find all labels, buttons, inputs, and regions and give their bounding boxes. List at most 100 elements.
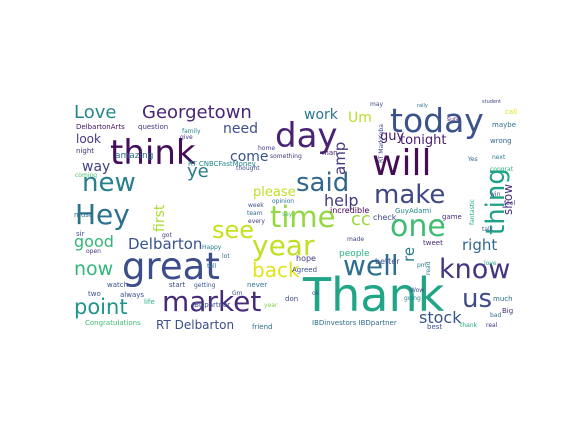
word-market: market xyxy=(162,285,261,318)
word-maybe: maybe xyxy=(492,121,516,129)
word-ye: ye xyxy=(187,161,209,182)
word-new: new xyxy=(82,168,136,198)
word-first: first xyxy=(152,204,168,232)
word-congrat: congrat xyxy=(490,166,514,173)
word-wrong: wrong xyxy=(490,137,512,145)
word-every: every xyxy=(248,218,265,225)
word-going: going xyxy=(404,295,421,302)
word-best: best xyxy=(427,323,442,331)
word-wow: Wow xyxy=(410,287,424,294)
word-stock: stock xyxy=(419,308,462,327)
word-tweet: tweet xyxy=(423,239,443,247)
word-thank: Thank xyxy=(302,268,445,322)
word-yes: Yes xyxy=(467,156,478,163)
word-never: never xyxy=(247,281,267,289)
word-friend: friend xyxy=(252,323,272,331)
word-big: Big xyxy=(502,307,513,315)
word-check: check xyxy=(373,213,397,222)
word-hope: hope xyxy=(296,254,316,263)
word-help: help xyxy=(324,191,359,210)
word-bad: bad xyxy=(490,312,501,319)
word-thing: thing xyxy=(481,168,511,235)
word-start: start xyxy=(169,281,186,289)
word-rt-cnbcfastmoney: RT CNBCFastMoney xyxy=(188,160,256,168)
word-rally: rally xyxy=(417,103,428,109)
word-point: point xyxy=(74,295,128,319)
word-must: must xyxy=(74,211,92,219)
word-life: life xyxy=(144,298,155,306)
word-always: always xyxy=(120,291,144,299)
word-said: said xyxy=(296,168,349,198)
word-game: game xyxy=(442,213,462,221)
word-please: please xyxy=(253,185,296,200)
word-may: may xyxy=(370,101,384,108)
word-right: right xyxy=(462,236,497,254)
word-coming: coming xyxy=(75,172,97,179)
word-fantastic: fantastic xyxy=(469,199,476,225)
word-open: open xyxy=(86,248,101,255)
word-today: today xyxy=(390,101,484,140)
word-one: one xyxy=(390,209,446,244)
word-back: back xyxy=(252,258,300,282)
word-great: great xyxy=(122,245,220,288)
word-us: us xyxy=(462,284,492,314)
word-re: re xyxy=(400,247,418,262)
word-see: see xyxy=(212,216,254,244)
word-sure: sure xyxy=(447,116,460,123)
word-come: come xyxy=(230,149,269,165)
word-question: question xyxy=(138,123,168,131)
word-congratulations: Congratulations xyxy=(85,319,141,327)
word-cc: cc xyxy=(351,209,371,230)
word-day: day xyxy=(275,116,338,156)
word-way: way xyxy=(82,159,110,175)
word-student: student xyxy=(482,99,501,105)
word-amazing: amazing xyxy=(115,151,153,161)
word-two: two xyxy=(88,290,101,298)
word-well: well xyxy=(343,249,399,282)
word-um: Um xyxy=(348,110,372,126)
word-agreed: Agreed xyxy=(292,266,317,274)
word-better: better xyxy=(375,257,400,266)
word-know: know xyxy=(439,254,510,285)
word-now: now xyxy=(74,258,113,280)
word-year-2: year xyxy=(264,302,278,309)
word-week: week xyxy=(248,202,264,209)
word-happy: Happy xyxy=(202,244,222,251)
word-will: will xyxy=(372,143,431,184)
word-pm: pm xyxy=(417,262,427,269)
word-got: got xyxy=(162,232,172,239)
word-something: something xyxy=(270,153,302,160)
word-ibdpartner: IBDpartner xyxy=(192,301,230,309)
word-incredible: incredible xyxy=(330,206,369,215)
word-don: don xyxy=(285,295,298,303)
word-sir: sir xyxy=(76,230,85,238)
word-getting: getting xyxy=(194,282,216,289)
word-people: people xyxy=(339,249,370,259)
word-gm: Gm xyxy=(232,290,243,297)
word-ok: ok xyxy=(312,290,320,297)
word-thought: thought xyxy=(236,165,260,172)
word-make: make xyxy=(374,180,445,210)
word-hey: Hey xyxy=(75,198,130,231)
word-give: give xyxy=(180,134,193,141)
word-time: time xyxy=(270,200,336,234)
word-year: year xyxy=(252,229,315,262)
word-ibdinvestors: IBDinvestors IBDpartner xyxy=(312,319,397,327)
word-love-2: love xyxy=(484,260,497,267)
word-talk: talk xyxy=(482,226,494,233)
word-win: win xyxy=(490,191,501,198)
word-think: think xyxy=(110,133,196,173)
word-georgetown: Georgetown xyxy=(142,102,252,123)
word-delbarton: Delbarton xyxy=(128,235,202,253)
word-much: much xyxy=(493,295,513,303)
word-amp: amp xyxy=(331,142,349,175)
word-thank-2: thank xyxy=(460,322,478,329)
word-read: read xyxy=(425,261,432,275)
word-tonight: tonight xyxy=(400,133,447,148)
word-call: call xyxy=(505,108,517,116)
word-need: need xyxy=(223,121,258,137)
word-tell: tell xyxy=(207,263,217,270)
word-delbartonarts: DelbartonArts xyxy=(76,123,125,131)
word-work: work xyxy=(304,107,339,123)
word-watch: watch xyxy=(107,281,128,289)
